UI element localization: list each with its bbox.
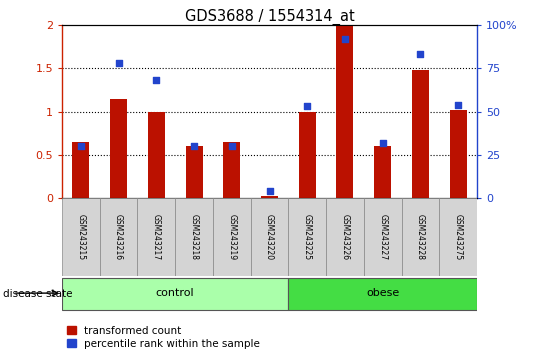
Bar <box>100 198 137 276</box>
Point <box>303 103 312 109</box>
Point <box>77 143 85 149</box>
Point <box>190 143 198 149</box>
Bar <box>62 198 100 276</box>
Text: GSM243225: GSM243225 <box>303 214 312 260</box>
Bar <box>450 110 467 198</box>
Point <box>227 143 236 149</box>
Point <box>152 78 161 83</box>
Text: GSM243227: GSM243227 <box>378 214 387 260</box>
Bar <box>251 198 288 276</box>
Legend: transformed count, percentile rank within the sample: transformed count, percentile rank withi… <box>67 326 260 349</box>
Bar <box>336 25 354 198</box>
Bar <box>364 198 402 276</box>
Bar <box>223 142 240 198</box>
Bar <box>175 198 213 276</box>
Point <box>378 140 387 145</box>
Point <box>454 102 462 107</box>
Bar <box>412 70 429 198</box>
Bar <box>261 196 278 198</box>
Text: GSM243275: GSM243275 <box>454 214 462 260</box>
Text: GDS3688 / 1554314_at: GDS3688 / 1554314_at <box>185 9 354 25</box>
Bar <box>374 146 391 198</box>
Text: GSM243226: GSM243226 <box>341 214 349 260</box>
Point <box>265 188 274 194</box>
Text: obese: obese <box>366 288 399 298</box>
Bar <box>137 198 175 276</box>
Bar <box>402 198 439 276</box>
Bar <box>185 146 203 198</box>
Text: disease state: disease state <box>3 289 72 299</box>
Bar <box>288 198 326 276</box>
Text: control: control <box>156 288 195 298</box>
Bar <box>299 112 316 198</box>
Text: GSM243220: GSM243220 <box>265 214 274 260</box>
Bar <box>62 278 288 310</box>
Point <box>114 60 123 66</box>
Text: GSM243216: GSM243216 <box>114 214 123 260</box>
Bar <box>439 198 477 276</box>
Text: GSM243228: GSM243228 <box>416 214 425 260</box>
Point <box>416 51 425 57</box>
Bar <box>288 278 477 310</box>
Text: GSM243215: GSM243215 <box>77 214 85 260</box>
Point <box>341 36 349 41</box>
Text: GSM243219: GSM243219 <box>227 214 236 260</box>
Bar <box>148 112 165 198</box>
Bar <box>72 142 89 198</box>
Text: GSM243217: GSM243217 <box>152 214 161 260</box>
Bar <box>110 98 127 198</box>
Bar <box>326 198 364 276</box>
Text: GSM243218: GSM243218 <box>190 214 198 260</box>
Bar <box>213 198 251 276</box>
